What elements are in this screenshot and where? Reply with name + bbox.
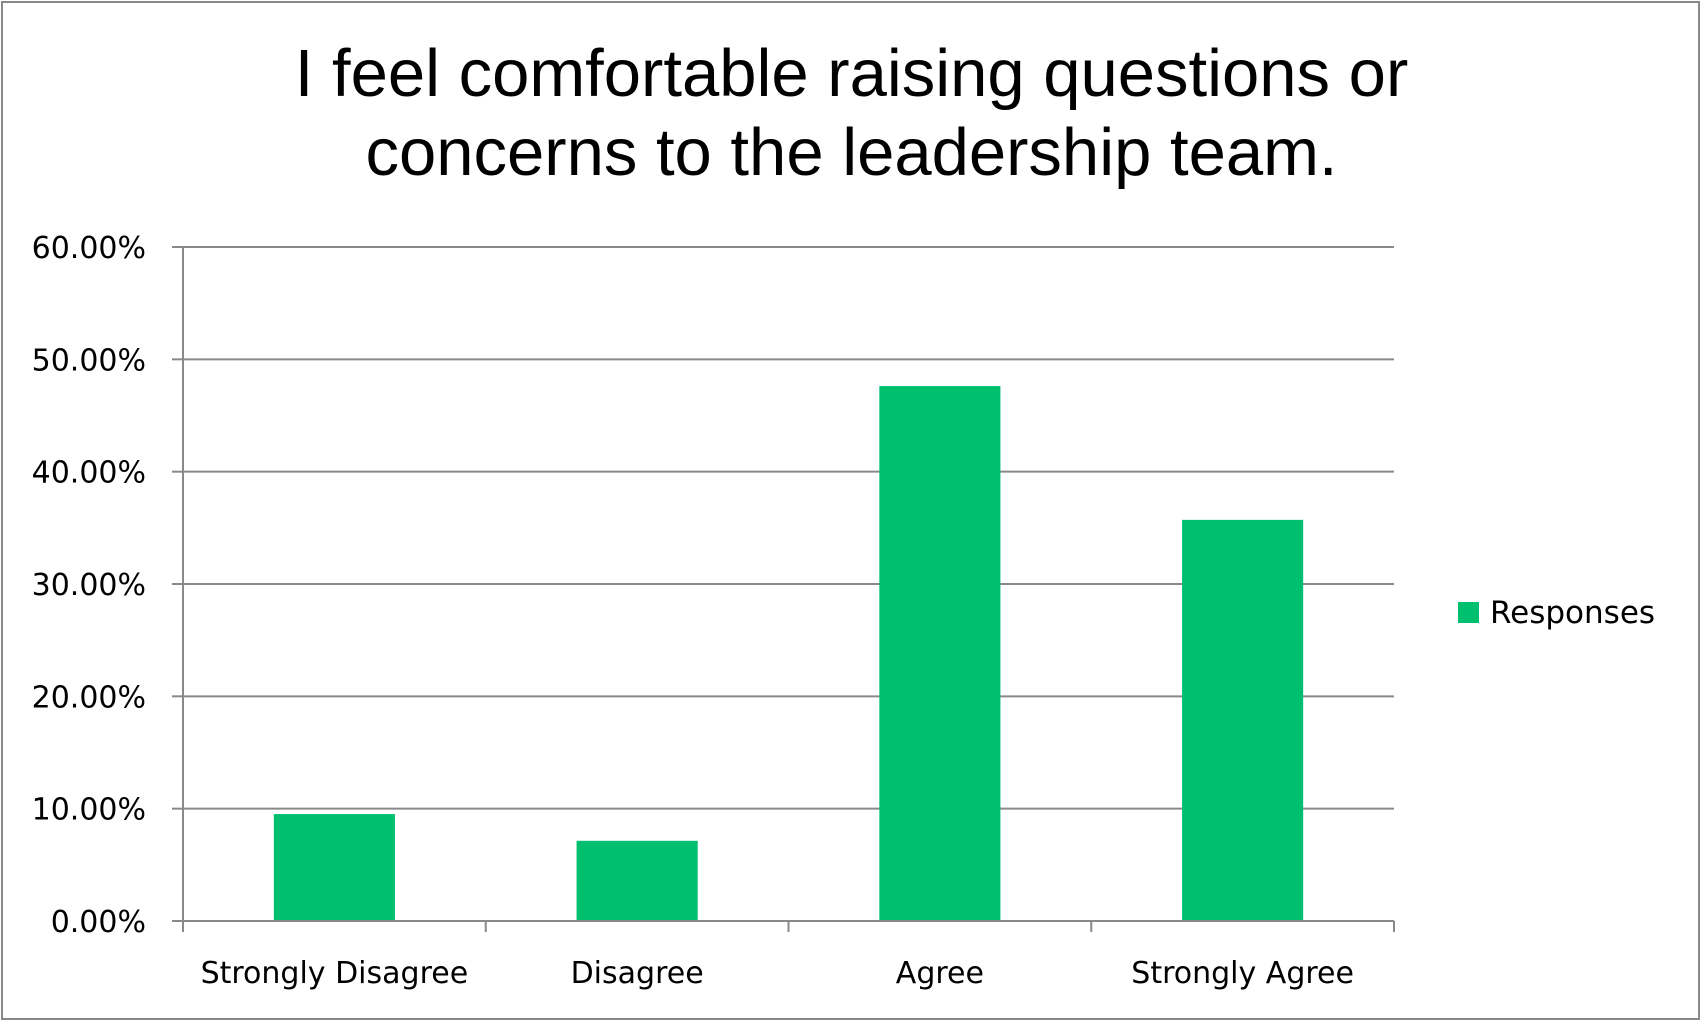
y-tick-label-4: 40.00% [32, 456, 146, 491]
y-tick-label-2: 20.00% [32, 680, 146, 715]
axes [172, 246, 1395, 932]
chart-title-line-2: concerns to the leadership team. [365, 115, 1338, 190]
legend: Responses [1458, 595, 1655, 631]
y-tick-label-5: 50.00% [32, 343, 146, 378]
y-tick-label-3: 30.00% [32, 568, 146, 603]
y-tick-label-6: 60.00% [32, 231, 146, 266]
tick-labels: 0.00% 10.00% 20.00% 30.00% 40.00% 50.00% 60.00… [32, 231, 1354, 991]
y-tick-label-1: 10.00% [32, 793, 146, 828]
chart-title: I feel comfortable raising questions or … [0, 34, 1703, 192]
bar-agree [879, 386, 1001, 921]
bar-strongly-agree [1182, 519, 1304, 921]
chart-title-line-1: I feel comfortable raising questions or [294, 36, 1409, 111]
y-tick-label-0: 0.00% [51, 905, 146, 940]
x-tick-label-2: Agree [896, 956, 984, 991]
x-tick-label-1: Disagree [571, 956, 704, 991]
bars [273, 386, 1304, 921]
x-tick-label-0: Strongly Disagree [201, 956, 469, 991]
x-tick-label-3: Strongly Agree [1131, 956, 1354, 991]
bar-strongly-disagree [273, 814, 395, 921]
legend-swatch [1458, 602, 1479, 623]
legend-label: Responses [1490, 595, 1655, 631]
bar-disagree [576, 840, 698, 921]
